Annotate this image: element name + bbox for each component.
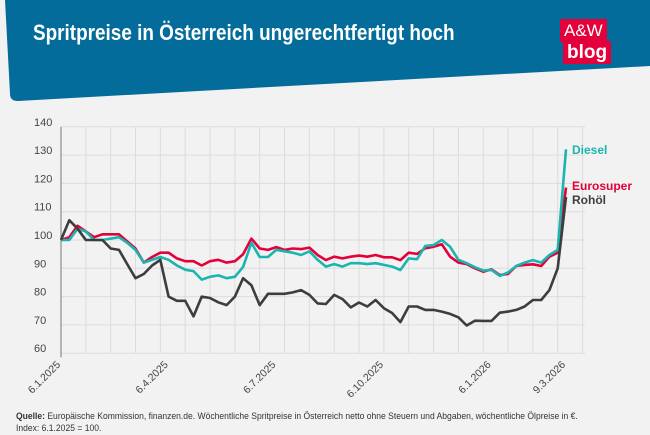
- logo-aw: A&W: [560, 19, 607, 42]
- x-tick-label: 6.1.2026: [456, 359, 493, 396]
- y-tick-label: 100: [34, 230, 52, 242]
- y-tick-label: 120: [34, 173, 52, 185]
- logo-blog: blog: [563, 41, 612, 64]
- legend-label: Rohöl: [572, 193, 606, 207]
- legend-label: Eurosuper: [572, 179, 632, 193]
- y-tick-label: 80: [34, 287, 46, 299]
- y-tick-label: 60: [34, 343, 46, 355]
- header-banner: [5, 0, 650, 101]
- page-title: Spritpreise in Österreich ungerechtferti…: [33, 20, 455, 45]
- y-tick-label: 110: [34, 202, 52, 214]
- index-note: Index: 6.1.2025 = 100.: [16, 423, 102, 434]
- x-axis-ticks: 6.1.2025 6.4.2025 6.7.2025 6.10.2025 6.1.202…: [26, 359, 568, 401]
- source-text: Europäische Kommission, finanzen.de. Wöc…: [44, 411, 578, 422]
- header-background: [5, 0, 650, 101]
- series-line-1: [60, 187, 568, 277]
- source-label: Quelle:: [16, 411, 45, 422]
- y-tick-label: 90: [34, 258, 46, 270]
- y-tick-label: 130: [34, 145, 52, 157]
- x-tick-label: 9.3.2026: [531, 359, 568, 396]
- x-tick-label: 6.1.2025: [26, 359, 63, 396]
- x-tick-label: 6.4.2025: [133, 359, 170, 396]
- series-lines: [59, 149, 568, 327]
- series-line-2: [59, 196, 568, 327]
- y-axis-ticks: 60 70 80 90 100 110 120 130 140: [34, 117, 52, 355]
- footer-source: Quelle: Europäische Kommission, finanzen…: [16, 411, 578, 435]
- y-tick-label: 140: [34, 117, 52, 129]
- grid: [60, 126, 585, 358]
- x-tick-label: 6.10.2025: [344, 359, 386, 401]
- y-tick-label: 70: [34, 315, 46, 327]
- line-chart: 60 70 80 90 100 110 120 130 140 6.1.2025 6.4.2025…: [26, 117, 633, 401]
- x-tick-label: 6.7.2025: [241, 359, 278, 396]
- series-line-0: [61, 149, 568, 281]
- legend-label: Diesel: [572, 143, 607, 157]
